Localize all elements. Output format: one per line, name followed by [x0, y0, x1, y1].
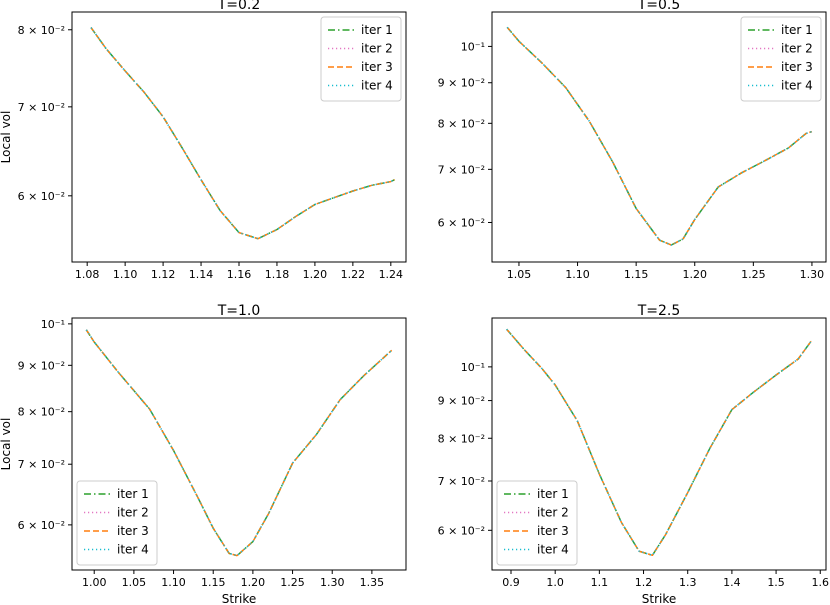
- panel-3: T=1.0 1.00 1.05 1.10 1.15 1.20 1.25 1.30 1.35 6 ×…: [0, 303, 407, 605]
- y-tick-label: 8 × 10⁻²: [18, 406, 65, 419]
- x-tick-label: 1.22: [341, 268, 366, 281]
- y-tick-label: 7 × 10⁻²: [18, 101, 65, 114]
- legend-label-2: iter 2: [361, 42, 393, 56]
- x-tick-label: 1.1: [591, 576, 609, 589]
- legend-label-3: iter 3: [537, 524, 569, 538]
- x-tick-label: 1.6: [812, 576, 830, 589]
- y-tick-label: 10⁻¹: [461, 361, 485, 374]
- y-tick-label: 6 × 10⁻²: [438, 216, 485, 229]
- panel-title: T=0.2: [217, 0, 261, 13]
- legend-label-2: iter 2: [117, 506, 149, 520]
- panel-title: T=2.5: [637, 303, 681, 319]
- y-axis-label: Local vol: [0, 418, 13, 471]
- plot-frame: [71, 317, 407, 571]
- legend-label-4: iter 4: [117, 543, 149, 557]
- y-tick-label: 9 × 10⁻²: [18, 359, 65, 372]
- x-tick-label: 1.24: [379, 268, 404, 281]
- legend: iter 1 iter 2 iter 3 iter 4: [496, 480, 578, 566]
- x-axis-label: Strike: [642, 592, 677, 605]
- panel-title: T=0.5: [637, 0, 681, 13]
- legend-label-1: iter 1: [537, 487, 569, 501]
- x-tick-label: 1.10: [565, 268, 590, 281]
- series-line-3: [85, 329, 393, 557]
- legend-label-1: iter 1: [361, 23, 393, 37]
- x-tick-label: 1.30: [320, 576, 345, 589]
- y-tick-label: 10⁻¹: [461, 40, 485, 53]
- legend-label-2: iter 2: [781, 42, 813, 56]
- legend-label-3: iter 3: [361, 60, 393, 74]
- x-tick-label: 1.16: [227, 268, 252, 281]
- legend-label-4: iter 4: [361, 79, 393, 93]
- legend-label-4: iter 4: [537, 543, 569, 557]
- x-tick-label: 1.20: [303, 268, 328, 281]
- y-tick-label: 8 × 10⁻²: [438, 117, 485, 130]
- x-axis-label: Strike: [222, 592, 257, 605]
- x-tick-label: 1.20: [241, 576, 266, 589]
- y-tick-label: 9 × 10⁻²: [438, 77, 485, 90]
- legend-label-3: iter 3: [781, 60, 813, 74]
- y-tick-label: 8 × 10⁻²: [438, 432, 485, 445]
- legend-label-3: iter 3: [117, 524, 149, 538]
- x-tick-label: 1.2: [635, 576, 653, 589]
- legend: iter 1 iter 2 iter 3 iter 4: [76, 480, 158, 566]
- x-tick-label: 1.25: [280, 576, 305, 589]
- x-tick-label: 1.4: [723, 576, 741, 589]
- x-tick-label: 1.12: [151, 268, 176, 281]
- series-line-3: [506, 328, 813, 557]
- plot-frame: [491, 11, 827, 263]
- legend: iter 1 iter 2 iter 3 iter 4: [320, 16, 402, 102]
- y-tick-label: 10⁻¹: [41, 318, 65, 331]
- legend-label-1: iter 1: [781, 23, 813, 37]
- legend-label-2: iter 2: [537, 506, 569, 520]
- x-tick-label: 1.25: [741, 268, 766, 281]
- panel-1: T=0.2 1.08 1.10 1.12 1.14 1.16 1.18 1.20 1.22 1.2…: [0, 0, 407, 281]
- x-tick-label: 1.20: [682, 268, 707, 281]
- x-tick-label: 1.30: [800, 268, 825, 281]
- panel-4: T=2.5 0.9 1.0 1.1 1.2 1.3 1.4 1.5 1.6 6 × 10⁻² 7 ×…: [438, 303, 829, 605]
- y-tick-label: 6 × 10⁻²: [18, 519, 65, 532]
- x-tick-label: 1.18: [265, 268, 290, 281]
- x-tick-label: 1.00: [82, 576, 107, 589]
- y-tick-label: 7 × 10⁻²: [438, 475, 485, 488]
- x-tick-label: 1.10: [161, 576, 186, 589]
- y-tick-label: 6 × 10⁻²: [18, 190, 65, 203]
- series-line-4: [506, 26, 813, 246]
- y-tick-label: 9 × 10⁻²: [438, 395, 485, 408]
- x-tick-label: 1.15: [201, 576, 226, 589]
- x-tick-label: 1.15: [624, 268, 649, 281]
- x-tick-label: 1.0: [546, 576, 564, 589]
- legend-label-4: iter 4: [781, 79, 813, 93]
- legend-box: [76, 480, 158, 566]
- x-tick-label: 1.3: [679, 576, 697, 589]
- legend-box: [320, 16, 402, 102]
- legend-box: [740, 16, 822, 102]
- y-tick-label: 6 × 10⁻²: [438, 524, 485, 537]
- legend-box: [496, 480, 578, 566]
- y-tick-label: 8 × 10⁻²: [18, 24, 65, 37]
- series-line-3: [90, 27, 395, 240]
- x-tick-label: 1.08: [75, 268, 100, 281]
- panel-title: T=1.0: [217, 303, 261, 319]
- y-axis-label: Local vol: [0, 111, 13, 164]
- legend: iter 1 iter 2 iter 3 iter 4: [740, 16, 822, 102]
- x-tick-label: 1.35: [360, 576, 385, 589]
- plot-frame: [491, 317, 827, 571]
- x-tick-label: 1.14: [189, 268, 214, 281]
- legend-label-1: iter 1: [117, 487, 149, 501]
- x-tick-label: 1.5: [767, 576, 785, 589]
- y-tick-label: 7 × 10⁻²: [18, 458, 65, 471]
- x-tick-label: 1.05: [507, 268, 532, 281]
- x-tick-label: 1.10: [113, 268, 138, 281]
- panel-2: T=0.5 1.05 1.10 1.15 1.20 1.25 1.30 6 × 10⁻² 7 ×…: [438, 0, 827, 281]
- x-tick-label: 0.9: [502, 576, 520, 589]
- x-tick-label: 1.05: [122, 576, 147, 589]
- y-tick-label: 7 × 10⁻²: [438, 163, 485, 176]
